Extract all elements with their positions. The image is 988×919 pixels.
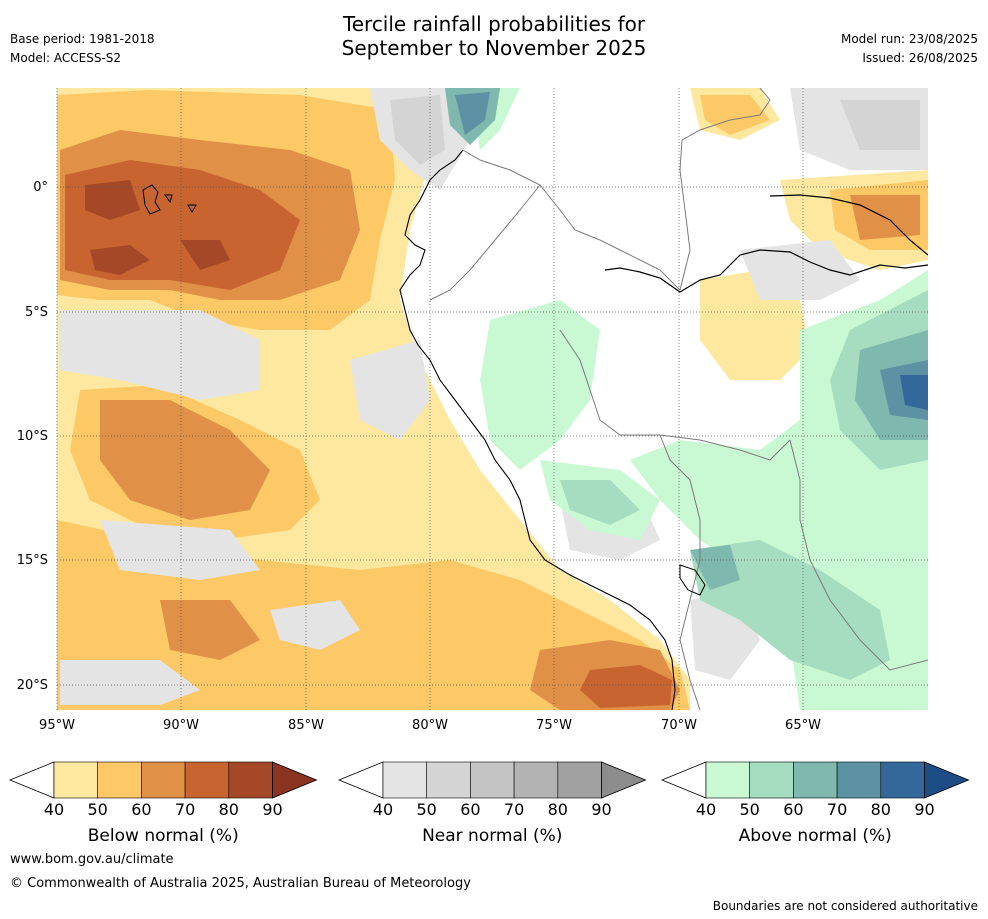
meta-right: Model run: 23/08/2025 Issued: 26/08/2025: [841, 32, 978, 70]
near-40-coast: [350, 340, 430, 440]
lon-label-90w: 90°W: [163, 718, 199, 733]
near-normal-tick-label: 60: [460, 800, 481, 819]
title-line-1: Tercile rainfall probabilities for: [342, 12, 646, 36]
near-normal-colorbar-over: [601, 761, 647, 799]
above-normal-colorbar-segment: [880, 761, 925, 799]
disclaimer: Boundaries are not considered authoritat…: [712, 899, 978, 913]
map-title: Tercile rainfall probabilities for Septe…: [0, 12, 988, 60]
lon-label-95w: 95°W: [39, 718, 75, 733]
above-normal-tick-label: 40: [695, 800, 717, 819]
map-gridlines: [56, 88, 928, 710]
meta-left: Base period: 1981-2018 Model: ACCESS-S2: [10, 32, 155, 70]
below-normal-colorbar-segment: [97, 761, 142, 799]
near-normal-colorbar-under: [337, 761, 384, 799]
near-40-ocean-3: [270, 600, 360, 650]
near-40-ocean-2: [100, 520, 260, 580]
near-normal-tick-label: 40: [372, 800, 394, 819]
below-80-west: [85, 180, 140, 220]
map-field: [57, 88, 928, 710]
above-40-coast: [480, 300, 600, 470]
coastline: [399, 149, 676, 710]
lat-label-10s: 10°S: [16, 429, 48, 444]
near-50-north: [390, 95, 445, 165]
near-normal-colorbar-segment: [382, 761, 428, 799]
below-70-south: [580, 665, 672, 708]
below-60-mid: [100, 400, 270, 520]
above-70-north: [455, 92, 490, 135]
near-40-sw: [60, 660, 200, 705]
lon-label-70w: 70°W: [661, 718, 697, 733]
above-60-south: [690, 545, 740, 590]
lon-label-80w: 80°W: [412, 718, 448, 733]
near-normal-colorbar-segment: [470, 761, 515, 799]
near-40-central-east: [740, 240, 860, 300]
below-normal-colorbar-segment: [141, 761, 186, 799]
amazon-river: [604, 249, 928, 293]
below-60-sw: [160, 600, 260, 660]
below-normal-colorbar-over: [272, 761, 318, 799]
near-normal-colorbar-segment: [557, 761, 602, 799]
above-normal-colorbar-over: [924, 761, 970, 799]
issued-date: Issued: 26/08/2025: [862, 51, 978, 65]
lon-label-75w: 75°W: [536, 718, 572, 733]
above-normal-colorbar-segment: [793, 761, 838, 799]
near-normal-tick-label: 50: [416, 800, 437, 819]
near-40-ocean-1: [60, 310, 260, 400]
colorbars: [8, 761, 970, 799]
above-normal-colorbar-under: [660, 761, 707, 799]
lat-label-0: 0°: [33, 180, 48, 195]
above-normal-colorbar-title: Above normal (%): [738, 826, 892, 846]
near-50-ne: [840, 100, 920, 150]
below-normal-colorbar-segment: [184, 761, 230, 799]
below-normal-colorbar-segment: [53, 761, 99, 799]
above-normal-tick-label: 50: [739, 800, 760, 819]
country-borders: [429, 88, 928, 710]
below-normal-colorbar-segment: [228, 761, 273, 799]
below-normal-tick-label: 40: [43, 800, 65, 819]
title-line-2: September to November 2025: [341, 36, 647, 60]
near-normal-tick-label: 70: [503, 800, 525, 819]
below-80-west-2: [90, 245, 150, 275]
north-river: [769, 194, 928, 256]
copyright-notice: © Commonwealth of Australia 2025, Austra…: [10, 876, 471, 891]
near-normal-colorbar-title: Near normal (%): [422, 826, 563, 846]
website-link[interactable]: www.bom.gov.au/climate: [10, 852, 174, 867]
above-normal-tick-label: 90: [914, 800, 935, 819]
galapagos-outline: [142, 184, 197, 215]
near-normal-colorbar-segment: [513, 761, 559, 799]
map-boundaries: [142, 88, 928, 710]
below-normal-tick-label: 80: [218, 800, 239, 819]
base-period: Base period: 1981-2018: [10, 32, 155, 46]
lat-label-5s: 5°S: [24, 305, 48, 320]
above-normal-colorbar-segment: [836, 761, 882, 799]
lake-titicaca: [679, 564, 706, 596]
near-normal-colorbar-segment: [426, 761, 471, 799]
above-50-mid: [560, 480, 640, 525]
above-normal-tick-label: 80: [870, 800, 891, 819]
below-normal-tick-label: 70: [174, 800, 196, 819]
near-normal-tick-label: 80: [547, 800, 568, 819]
above-normal-tick-label: 60: [783, 800, 804, 819]
below-50-ne: [700, 95, 770, 135]
above-normal-colorbar-segment: [749, 761, 794, 799]
above-normal-tick-label: 70: [826, 800, 848, 819]
model-name: Model: ACCESS-S2: [10, 51, 122, 65]
below-80-west-3: [180, 240, 230, 270]
below-normal-tick-label: 50: [87, 800, 108, 819]
above-normal-colorbar-segment: [705, 761, 751, 799]
below-normal-colorbar-title: Below normal (%): [87, 826, 239, 846]
above-80-east: [900, 375, 928, 410]
lon-label-85w: 85°W: [288, 718, 324, 733]
lat-label-15s: 15°S: [16, 553, 48, 568]
below-normal-tick-label: 60: [131, 800, 152, 819]
model-run: Model run: 23/08/2025: [840, 32, 978, 46]
below-normal-colorbar-under: [8, 761, 55, 799]
below-normal-tick-label: 90: [262, 800, 283, 819]
lon-label-65w: 65°W: [785, 718, 821, 733]
lat-label-20s: 20°S: [16, 678, 48, 693]
near-normal-tick-label: 90: [591, 800, 612, 819]
above-50-south: [690, 540, 890, 680]
